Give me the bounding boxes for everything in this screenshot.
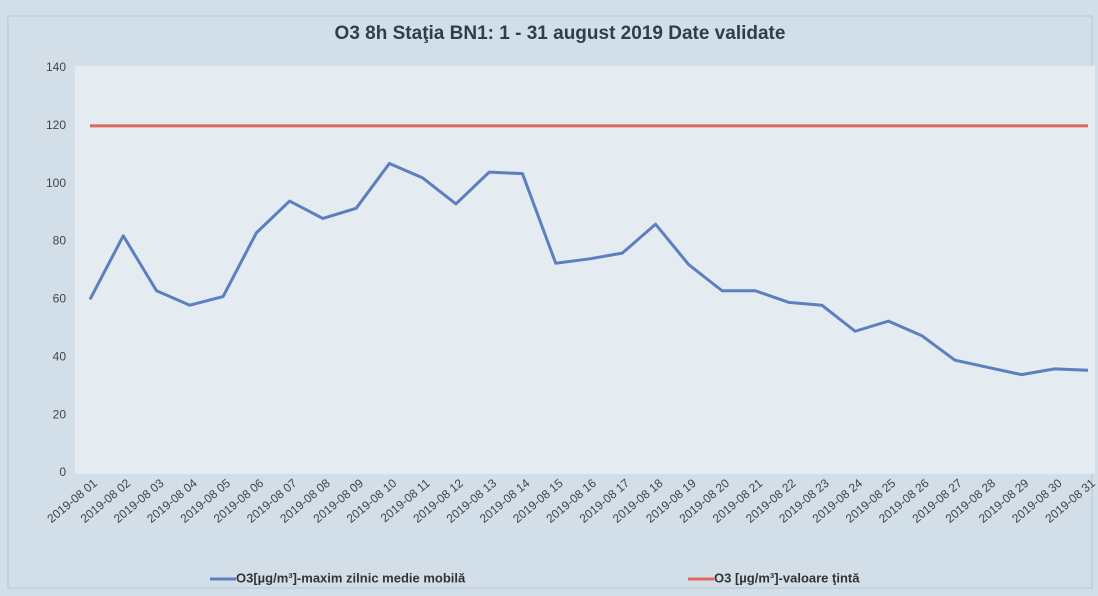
y-tick-label: 40 (53, 349, 67, 363)
series-line (88, 161, 1089, 377)
chart-title: O3 8h Staţia BN1: 1 - 31 august 2019 Dat… (335, 23, 786, 44)
y-tick-label: 60 (53, 292, 67, 306)
legend-label: O3[µg/m³]-maxim zilnic medie mobilă (236, 570, 466, 585)
y-tick-label: 0 (59, 465, 66, 479)
y-tick-label: 100 (46, 176, 66, 190)
y-tick-label: 120 (46, 118, 66, 132)
plot-area (75, 66, 1095, 474)
legend-label: O3 [µg/m³]-valoare ţintă (714, 570, 860, 585)
y-tick-label: 140 (46, 60, 66, 74)
y-tick-label: 20 (53, 407, 67, 421)
y-tick-label: 80 (53, 234, 67, 248)
